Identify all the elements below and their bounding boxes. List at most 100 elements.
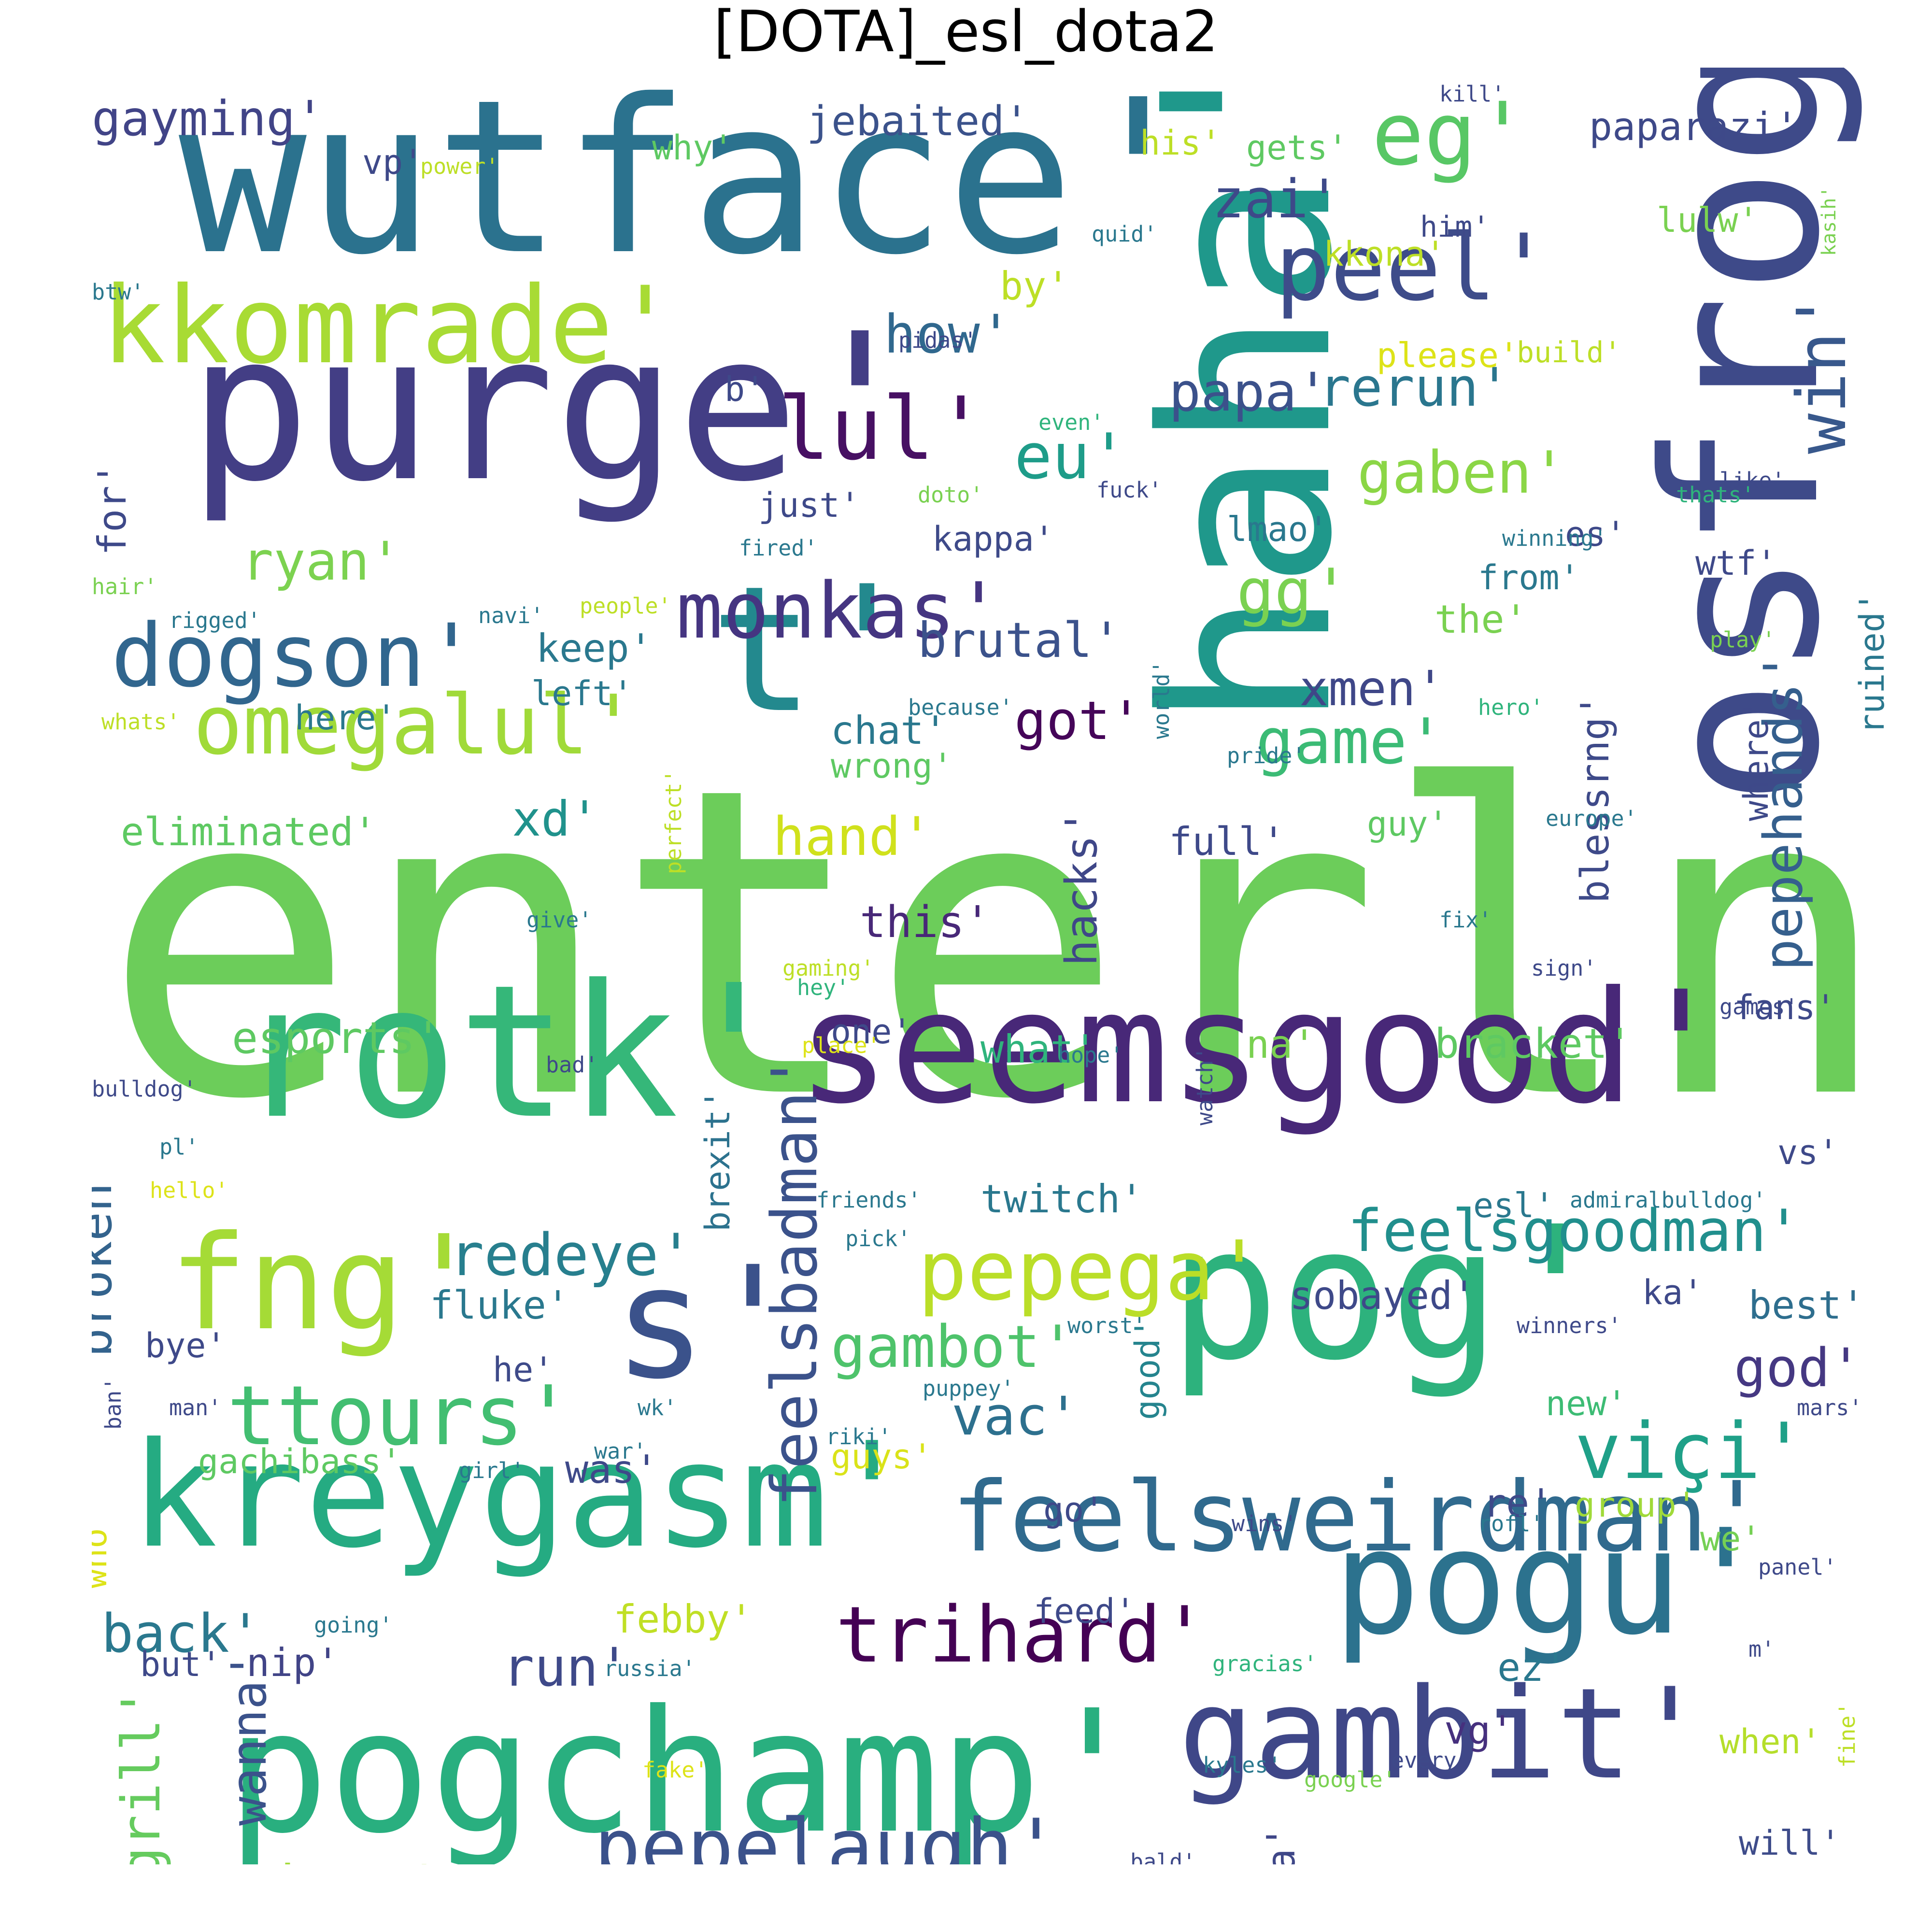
word: google' bbox=[1304, 1767, 1396, 1792]
word: group' bbox=[1575, 1485, 1697, 1525]
word: why' bbox=[652, 128, 734, 168]
word: paparazi' bbox=[1589, 104, 1798, 149]
word: will' bbox=[1739, 1823, 1841, 1863]
word: purge' bbox=[188, 290, 921, 526]
word: play' bbox=[1710, 627, 1775, 653]
word: new' bbox=[1546, 1384, 1627, 1423]
word: pidas' bbox=[898, 327, 977, 353]
word: go' bbox=[1043, 1490, 1104, 1530]
word: games' bbox=[1719, 994, 1798, 1020]
word: watch' bbox=[1192, 1047, 1218, 1125]
word: gracias' bbox=[1212, 1651, 1317, 1676]
word: ryan' bbox=[242, 530, 401, 592]
word: guys' bbox=[831, 1437, 933, 1477]
word: admiralbulldog' bbox=[1570, 1187, 1766, 1213]
word: nip' bbox=[246, 1640, 340, 1685]
word: pepega' bbox=[918, 1223, 1264, 1319]
word: worst' bbox=[1067, 1313, 1146, 1338]
word: pogu' bbox=[1333, 1498, 1769, 1667]
word: here' bbox=[295, 698, 397, 738]
word: lmao' bbox=[1227, 510, 1329, 549]
word: what' bbox=[980, 1027, 1097, 1072]
word: fluke' bbox=[430, 1283, 569, 1328]
word: thats' bbox=[1676, 482, 1755, 508]
word: puppey' bbox=[923, 1376, 1014, 1401]
word: kasih' bbox=[1818, 186, 1840, 256]
word: kkona' bbox=[1323, 234, 1446, 274]
word: sobayed' bbox=[1290, 1273, 1476, 1318]
word: please' bbox=[1377, 336, 1519, 375]
word: his' bbox=[1140, 123, 1222, 163]
word: dogson' bbox=[111, 606, 478, 707]
word: navi' bbox=[478, 603, 543, 628]
word: pepehands' bbox=[1752, 651, 1814, 971]
word: brexit' bbox=[698, 1089, 738, 1232]
word: gambot' bbox=[831, 1314, 1075, 1381]
word: fng' bbox=[169, 1207, 483, 1359]
word: russia' bbox=[604, 1656, 696, 1681]
word: fake' bbox=[642, 1757, 708, 1783]
word: twitch' bbox=[980, 1177, 1143, 1222]
word: feed' bbox=[1034, 1591, 1136, 1631]
word: man' bbox=[169, 1395, 221, 1421]
word: where' bbox=[1736, 699, 1776, 821]
word: was' bbox=[565, 1447, 658, 1492]
word: hart' bbox=[280, 1854, 440, 1864]
word: pride' bbox=[1227, 743, 1306, 768]
word: girl' bbox=[459, 1458, 524, 1483]
word: ruined' bbox=[1852, 592, 1889, 734]
word: xmen' bbox=[1299, 660, 1445, 717]
word: lulw' bbox=[1657, 200, 1759, 240]
word: game' bbox=[1256, 705, 1445, 778]
word: es' bbox=[1565, 514, 1626, 554]
word: run' bbox=[502, 1636, 630, 1698]
word: ttours' bbox=[227, 1368, 573, 1464]
word: mars' bbox=[1797, 1395, 1862, 1421]
word: rotk' bbox=[237, 945, 789, 1159]
word: m' bbox=[1748, 1636, 1775, 1662]
word: fans' bbox=[1734, 988, 1836, 1027]
word: peel' bbox=[1275, 214, 1551, 321]
word: osfrog' bbox=[1619, 68, 1866, 807]
word: kill' bbox=[1439, 81, 1505, 107]
word: hope' bbox=[1058, 1042, 1123, 1068]
word: viçi' bbox=[1575, 1406, 1807, 1496]
word: even' bbox=[1038, 410, 1104, 435]
word: blessrng' bbox=[1573, 694, 1618, 903]
word: s' bbox=[613, 1234, 799, 1413]
word: rerun' bbox=[1319, 356, 1510, 418]
word: bulldog' bbox=[92, 1076, 197, 1102]
word: riki' bbox=[826, 1424, 891, 1449]
word: brutal' bbox=[918, 612, 1121, 668]
word: febby' bbox=[613, 1597, 753, 1642]
word: pl' bbox=[159, 1134, 199, 1160]
word: this' bbox=[860, 897, 991, 948]
word: good' bbox=[1128, 1318, 1167, 1420]
word: bald' bbox=[1130, 1849, 1195, 1864]
word: vac' bbox=[952, 1385, 1080, 1447]
word: feelsweirdman' bbox=[952, 1461, 1766, 1574]
word: haha' bbox=[1113, 68, 1383, 729]
word: kreygasm' bbox=[130, 1411, 916, 1580]
word: feelsgoodman' bbox=[1348, 1198, 1801, 1265]
word: got' bbox=[1014, 690, 1142, 752]
word: because' bbox=[908, 695, 1013, 720]
word: zai' bbox=[1212, 168, 1340, 230]
word: fix' bbox=[1439, 907, 1492, 933]
word: power' bbox=[420, 154, 499, 179]
word: left' bbox=[531, 674, 633, 713]
word: b' bbox=[724, 369, 765, 409]
word: bracket' bbox=[1435, 1020, 1632, 1068]
word: hand' bbox=[773, 806, 933, 867]
word: world' bbox=[1149, 660, 1174, 739]
word: vg' bbox=[1444, 1708, 1514, 1753]
word: lul' bbox=[778, 379, 987, 480]
word: going' bbox=[314, 1612, 393, 1638]
word: doto' bbox=[918, 482, 983, 508]
word: guy' bbox=[1367, 804, 1449, 844]
word: trihard' bbox=[836, 1590, 1208, 1680]
word: enterlnkto bbox=[101, 697, 1889, 1192]
word: war' bbox=[594, 1438, 646, 1464]
word: jebaited' bbox=[807, 98, 1029, 145]
word: vp' bbox=[362, 142, 423, 182]
